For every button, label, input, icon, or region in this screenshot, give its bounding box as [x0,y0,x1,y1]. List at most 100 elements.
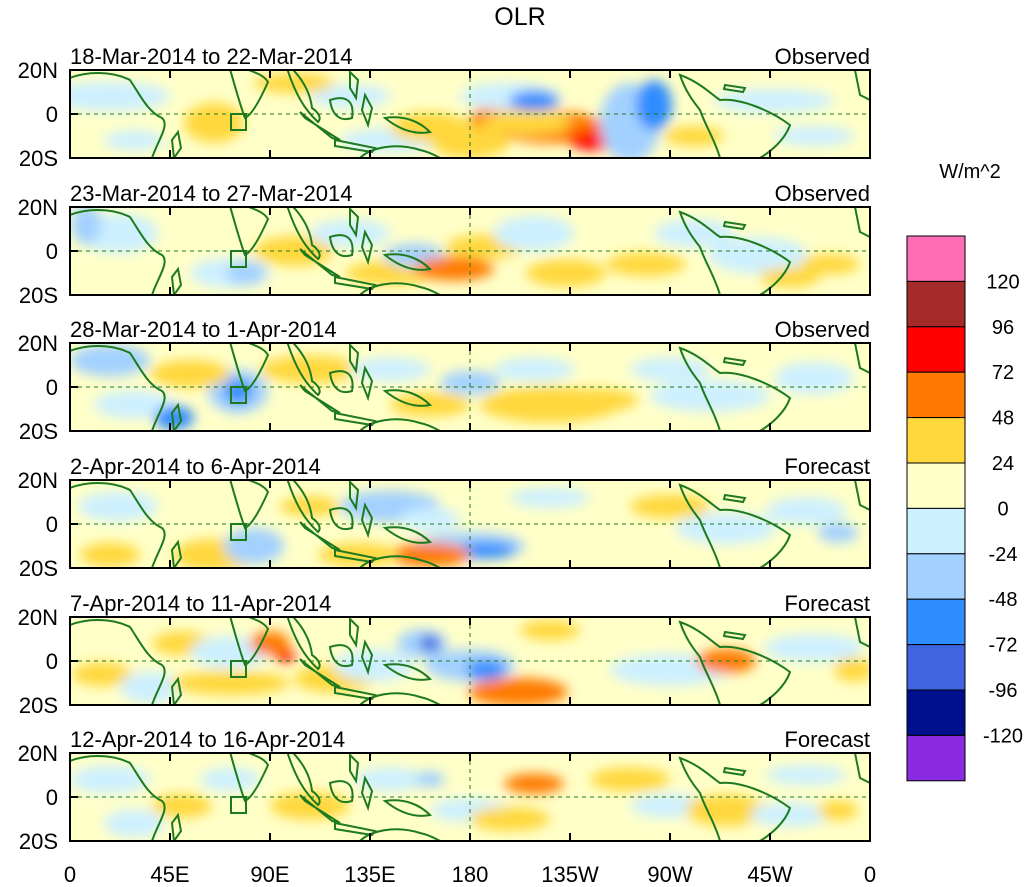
anomaly-blob [630,494,710,519]
anomaly-blob [254,73,334,94]
anomaly-blob [170,671,290,695]
anomaly-blob [70,344,150,377]
panel-date-range: 28-Mar-2014 to 1-Apr-2014 [70,317,337,342]
colorbar-label: -120 [983,725,1023,747]
colorbar-label: -72 [989,635,1018,657]
colorbar-label: 72 [992,362,1014,384]
panel-type-label: Observed [775,317,870,342]
anomaly-blob [276,650,296,663]
anomaly-blob [250,631,290,656]
anomaly-blob [440,370,500,395]
y-tick-label: 20N [18,741,58,766]
panel-type-label: Forecast [784,591,870,616]
panel-3: 20N 0 20S 28-Mar-2014 to 1-Apr-2014 Observed [18,317,871,444]
anomaly-blob [456,542,516,559]
y-tick-label: 20S [19,146,58,171]
figure-title: OLR [494,3,545,31]
panel-2: 20N 0 20S 23-Mar-2014 to 27-Mar-2014 Observe… [18,181,871,308]
y-tick-label: 0 [46,512,58,537]
anomaly-blob [676,512,776,545]
anomaly-blob [686,794,766,827]
anomaly-blob [504,773,564,794]
x-tick-label: 90E [250,862,289,887]
anomaly-blob [766,765,846,785]
x-axis: 0 45E 90E 135E 180 135W 90W 45W 0 [64,862,876,887]
anomaly-blob [766,496,846,525]
x-tick-label: 135W [541,862,599,887]
panel-type-label: Forecast [784,454,870,479]
panel-type-label: Forecast [784,727,870,752]
anomaly-blob [430,122,510,158]
colorbar-label: -48 [989,589,1018,611]
anomaly-blob [94,390,174,419]
anomaly-field [70,70,870,158]
anomaly-blob [466,659,506,680]
panel-1: 20N 0 20S 18-Mar-2014 to 22-Mar-2014 Observe… [18,44,871,171]
colorbar-swatch [906,507,966,555]
anomaly-blob [152,793,212,818]
anomaly-blob [494,357,574,382]
colorbar-swatch [906,689,966,736]
anomaly-blob [750,802,830,827]
anomaly-blob [355,767,425,792]
panel-date-range: 7-Apr-2014 to 11-Apr-2014 [70,591,331,616]
colorbar-label: 24 [992,453,1014,475]
x-tick-label: 0 [864,862,876,887]
colorbar-swatch [906,371,966,419]
anomaly-blob [526,259,606,287]
anomaly-blob [71,207,101,245]
colorbar-label: 48 [992,408,1014,430]
colorbar-label: 0 [997,498,1008,520]
anomaly-blob [708,237,808,274]
anomaly-blob [774,126,854,146]
anomaly-blob [184,102,244,143]
anomaly-blob [760,267,820,288]
panel-type-label: Observed [775,181,870,206]
anomaly-blob [468,677,568,705]
anomaly-blob [80,542,140,567]
panel-type-label: Observed [775,44,870,69]
anomaly-blob [420,635,440,652]
panel-4: 20N 0 20S 2-Apr-2014 to 6-Apr-2014 Forecast [18,454,871,581]
anomaly-blob [270,791,350,820]
colorbar-swatch [906,734,966,782]
x-tick-label: 135E [344,862,395,887]
anomaly-blob [154,405,194,430]
anomaly-blob [510,487,590,508]
panels: 20N 0 20S 18-Mar-2014 to 22-Mar-2014 Observe… [18,44,871,854]
panel-date-range: 2-Apr-2014 to 6-Apr-2014 [70,454,321,479]
y-tick-label: 0 [46,102,58,127]
anomaly-blob [78,491,158,522]
anomaly-blob [70,81,170,112]
panel-date-range: 23-Mar-2014 to 27-Mar-2014 [70,181,352,206]
y-tick-label: 20N [18,605,58,630]
anomaly-blob [200,767,260,792]
anomaly-blob [606,252,686,277]
panel-date-range: 18-Mar-2014 to 22-Mar-2014 [70,44,352,69]
x-tick-label: 0 [64,862,76,887]
y-tick-label: 20N [18,331,58,356]
anomaly-blob [224,379,252,404]
anomaly-blob [774,362,854,395]
y-tick-label: 0 [46,785,58,810]
anomaly-blob [390,542,470,567]
colorbar-label: -24 [989,544,1018,566]
anomaly-blob [150,359,230,388]
colorbar-label: 120 [986,271,1019,293]
colorbar-swatch [906,598,966,646]
anomaly-blob [558,388,638,413]
y-tick-label: 0 [46,239,58,264]
anomaly-blob [120,671,180,704]
anomaly-blob [481,110,571,135]
x-tick-label: 180 [452,862,489,887]
anomaly-blob [400,507,460,532]
anomaly-blob [334,649,414,682]
colorbar: 120 96 72 48 24 0 -24 -48 -72 -96 -120 [906,235,1023,782]
anomaly-blob [590,767,670,792]
y-tick-label: 20S [19,419,58,444]
colorbar-label: -96 [989,680,1018,702]
colorbar-swatch [906,644,966,691]
colorbar-swatch [906,462,966,509]
colorbar-units-label: W/m^2 [939,161,1001,183]
